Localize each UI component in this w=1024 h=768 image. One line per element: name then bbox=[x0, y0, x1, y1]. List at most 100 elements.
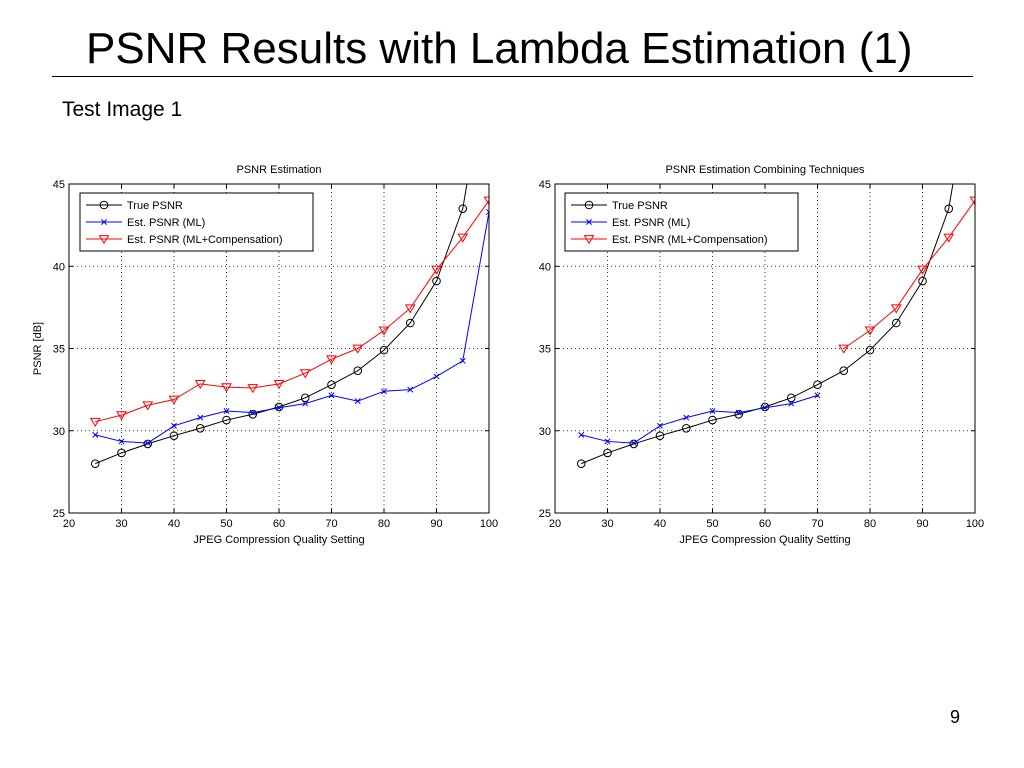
data-point bbox=[788, 400, 795, 407]
title-divider bbox=[52, 76, 973, 77]
data-point bbox=[404, 304, 416, 314]
legend-label: True PSNR bbox=[612, 200, 668, 212]
data-point bbox=[457, 233, 469, 243]
data-point bbox=[90, 459, 100, 468]
y-tick-label: 30 bbox=[53, 426, 65, 438]
legend-marker bbox=[586, 219, 592, 225]
data-point bbox=[169, 431, 179, 440]
x-tick-label: 90 bbox=[916, 518, 928, 530]
x-tick-label: 40 bbox=[168, 518, 180, 530]
x-tick-label: 50 bbox=[220, 518, 232, 530]
series-true-psnr bbox=[576, 184, 954, 468]
y-tick-label: 40 bbox=[53, 261, 65, 273]
page-number: 9 bbox=[950, 707, 961, 727]
x-tick-label: 80 bbox=[378, 518, 390, 530]
legend: True PSNR Est. PSNR (ML) Est. PSNR (ML+Com… bbox=[79, 192, 314, 252]
slide-subtitle: Test Image 1 bbox=[62, 98, 183, 121]
x-tick-label: 30 bbox=[115, 518, 127, 530]
data-point bbox=[683, 414, 690, 421]
data-point bbox=[354, 398, 361, 405]
data-point bbox=[890, 304, 902, 314]
legend-marker bbox=[98, 235, 110, 245]
data-point bbox=[681, 423, 691, 433]
data-point bbox=[891, 318, 901, 328]
data-point bbox=[171, 422, 177, 429]
legend-label: Est. PSNR (ML) bbox=[612, 217, 690, 229]
x-tick-label: 60 bbox=[759, 518, 771, 530]
series-est-psnr-ml-compensation bbox=[838, 196, 975, 354]
x-axis-label: JPEG Compression Quality Setting bbox=[193, 534, 364, 546]
data-point bbox=[407, 386, 414, 393]
y-tick-label: 25 bbox=[53, 508, 65, 520]
x-tick-label: 40 bbox=[654, 518, 666, 530]
data-point bbox=[630, 440, 637, 447]
data-point bbox=[433, 373, 440, 380]
data-point bbox=[142, 401, 154, 411]
series-true-psnr-line bbox=[95, 184, 468, 465]
data-point bbox=[221, 383, 232, 393]
data-point bbox=[327, 380, 336, 389]
data-point bbox=[864, 326, 876, 336]
data-point bbox=[326, 355, 337, 365]
series-true-psnr bbox=[90, 184, 468, 468]
series-est-psnr-ml bbox=[578, 392, 821, 447]
data-point bbox=[378, 326, 390, 336]
y-tick-label: 45 bbox=[53, 179, 65, 191]
x-tick-label: 90 bbox=[430, 518, 442, 530]
data-point bbox=[116, 411, 127, 421]
y-tick-label: 45 bbox=[539, 179, 551, 191]
plot-area bbox=[576, 184, 975, 468]
x-tick-label: 100 bbox=[966, 518, 984, 530]
data-point bbox=[300, 393, 310, 403]
data-point bbox=[943, 233, 955, 243]
data-point bbox=[223, 408, 230, 414]
data-point bbox=[944, 204, 954, 213]
data-point bbox=[604, 438, 611, 445]
data-point bbox=[144, 440, 151, 447]
data-point bbox=[431, 265, 442, 275]
data-point bbox=[486, 209, 489, 215]
series-est-psnr-ml-compensation-line bbox=[843, 200, 975, 349]
slide-title: PSNR Results with Lambda Estimation (1) bbox=[86, 24, 913, 73]
x-tick-label: 30 bbox=[601, 518, 613, 530]
series-est-psnr-ml-line bbox=[581, 394, 818, 444]
data-point bbox=[786, 393, 796, 403]
y-axis-label: PSNR [dB] bbox=[32, 322, 44, 375]
data-point bbox=[195, 423, 205, 433]
y-tick-label: 30 bbox=[539, 426, 551, 438]
data-point bbox=[118, 438, 125, 445]
data-point bbox=[117, 448, 126, 458]
data-point bbox=[709, 408, 716, 414]
chart-2: 20 30 40 50 60 70 80 90 100 25 30 35 40 45 PSNR Estima… bbox=[539, 164, 984, 546]
data-point bbox=[603, 448, 612, 458]
data-point bbox=[276, 404, 282, 411]
series-true-psnr-line bbox=[581, 184, 954, 465]
series-est-psnr-ml-compensation-line bbox=[95, 200, 489, 423]
x-tick-label: 20 bbox=[549, 518, 561, 530]
data-point bbox=[734, 410, 744, 419]
series-est-psnr-ml-compensation bbox=[89, 196, 489, 427]
data-point bbox=[813, 380, 822, 389]
data-point bbox=[578, 431, 585, 438]
chart-title: PSNR Estimation Combining Techniques bbox=[665, 164, 865, 176]
data-point bbox=[459, 357, 466, 364]
x-axis-label: JPEG Compression Quality Setting bbox=[679, 534, 850, 546]
data-point bbox=[629, 439, 639, 449]
data-point bbox=[299, 369, 311, 379]
legend: True PSNR Est. PSNR (ML) Est. PSNR (ML+Com… bbox=[564, 192, 799, 252]
x-tick-label: 70 bbox=[811, 518, 823, 530]
series-est-psnr-ml-line bbox=[95, 211, 489, 444]
data-point bbox=[92, 431, 99, 438]
data-point bbox=[657, 422, 663, 429]
y-tick-label: 25 bbox=[539, 508, 551, 520]
legend-marker bbox=[583, 235, 595, 245]
data-point bbox=[432, 276, 441, 286]
y-tick-label: 35 bbox=[53, 344, 65, 356]
x-tick-label: 50 bbox=[706, 518, 718, 530]
data-point bbox=[247, 384, 259, 394]
x-tick-label: 80 bbox=[864, 518, 876, 530]
legend-marker bbox=[584, 200, 594, 210]
data-point bbox=[222, 415, 231, 425]
data-point bbox=[197, 414, 204, 421]
data-point bbox=[249, 409, 256, 416]
